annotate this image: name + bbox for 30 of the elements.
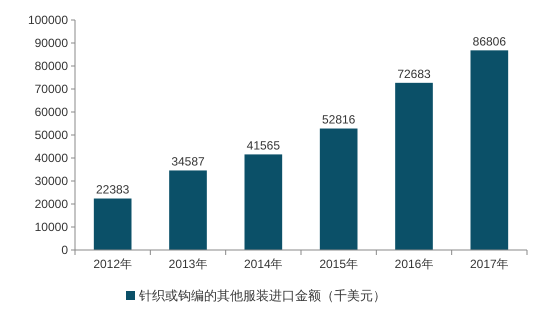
y-tick-label: 50000 (34, 128, 68, 142)
data-label: 41565 (246, 138, 280, 152)
x-tick-label: 2014年 (244, 257, 283, 271)
x-tick-label: 2016年 (394, 257, 434, 271)
y-tick-label: 0 (61, 243, 68, 257)
bar (470, 50, 508, 250)
legend: 针织或钩编的其他服装进口金额（千美元） (126, 288, 386, 303)
y-tick-label: 40000 (34, 151, 68, 165)
bar (94, 198, 132, 250)
bar (320, 128, 358, 250)
bar (169, 170, 207, 250)
bar (244, 154, 282, 250)
data-label: 34587 (171, 154, 206, 168)
x-tick-label: 2013年 (168, 257, 208, 271)
data-label: 86806 (472, 34, 506, 48)
y-tick-label: 30000 (34, 174, 68, 188)
x-tick-label: 2017年 (470, 257, 509, 271)
x-tick-label: 2015年 (319, 257, 358, 271)
y-tick-label: 60000 (34, 105, 68, 119)
data-label: 72683 (397, 66, 432, 81)
x-tick-label: 2012年 (93, 257, 132, 271)
data-label: 22383 (96, 182, 130, 197)
y-tick-label: 80000 (34, 59, 68, 73)
y-tick-label: 90000 (34, 36, 68, 50)
y-tick-label: 70000 (34, 82, 68, 96)
y-tick-label: 20000 (34, 197, 68, 211)
bar (395, 82, 433, 250)
data-label: 52816 (322, 112, 356, 127)
y-tick-label: 100000 (28, 13, 68, 27)
y-tick-label: 10000 (34, 220, 68, 234)
